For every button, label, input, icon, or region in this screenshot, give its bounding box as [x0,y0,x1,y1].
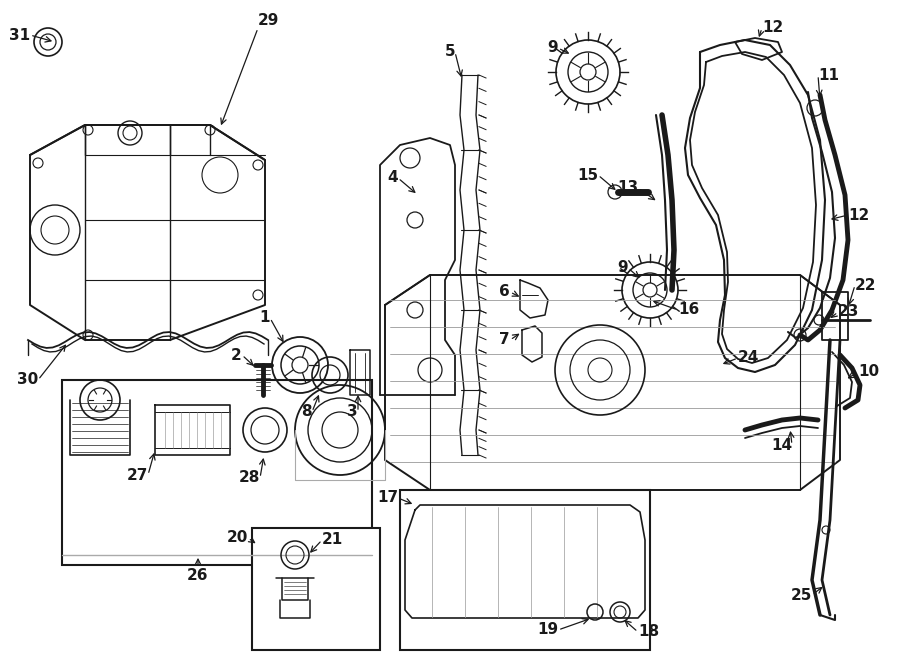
Text: 5: 5 [445,44,455,59]
Text: 23: 23 [838,305,860,319]
Text: 11: 11 [818,67,839,83]
Text: 26: 26 [187,568,209,583]
Text: 1: 1 [259,311,270,325]
Text: 29: 29 [258,13,279,28]
Text: 12: 12 [848,208,869,223]
Text: 14: 14 [771,438,792,453]
Text: 6: 6 [500,284,510,299]
Text: 4: 4 [387,171,398,186]
Text: 28: 28 [238,471,260,485]
Text: 12: 12 [762,20,783,36]
Text: 10: 10 [858,364,879,379]
Text: 22: 22 [855,278,877,293]
Text: 21: 21 [322,533,343,547]
Text: 19: 19 [537,623,558,637]
FancyBboxPatch shape [400,490,650,650]
Text: 20: 20 [227,531,248,545]
Text: 8: 8 [302,405,312,420]
Text: 9: 9 [617,260,628,276]
Text: 7: 7 [500,332,510,348]
Text: 31: 31 [9,28,30,42]
Text: 9: 9 [547,40,558,56]
Text: 25: 25 [790,588,812,602]
Text: 2: 2 [231,348,242,362]
Text: 17: 17 [377,490,398,506]
FancyBboxPatch shape [252,528,380,650]
Text: 15: 15 [577,167,598,182]
Text: 16: 16 [678,303,699,317]
Text: 18: 18 [638,625,659,639]
Text: 27: 27 [127,467,148,483]
FancyBboxPatch shape [62,380,372,565]
Text: 24: 24 [738,350,760,366]
Text: 30: 30 [17,373,38,387]
Text: 3: 3 [347,405,358,420]
Text: 13: 13 [616,180,638,196]
